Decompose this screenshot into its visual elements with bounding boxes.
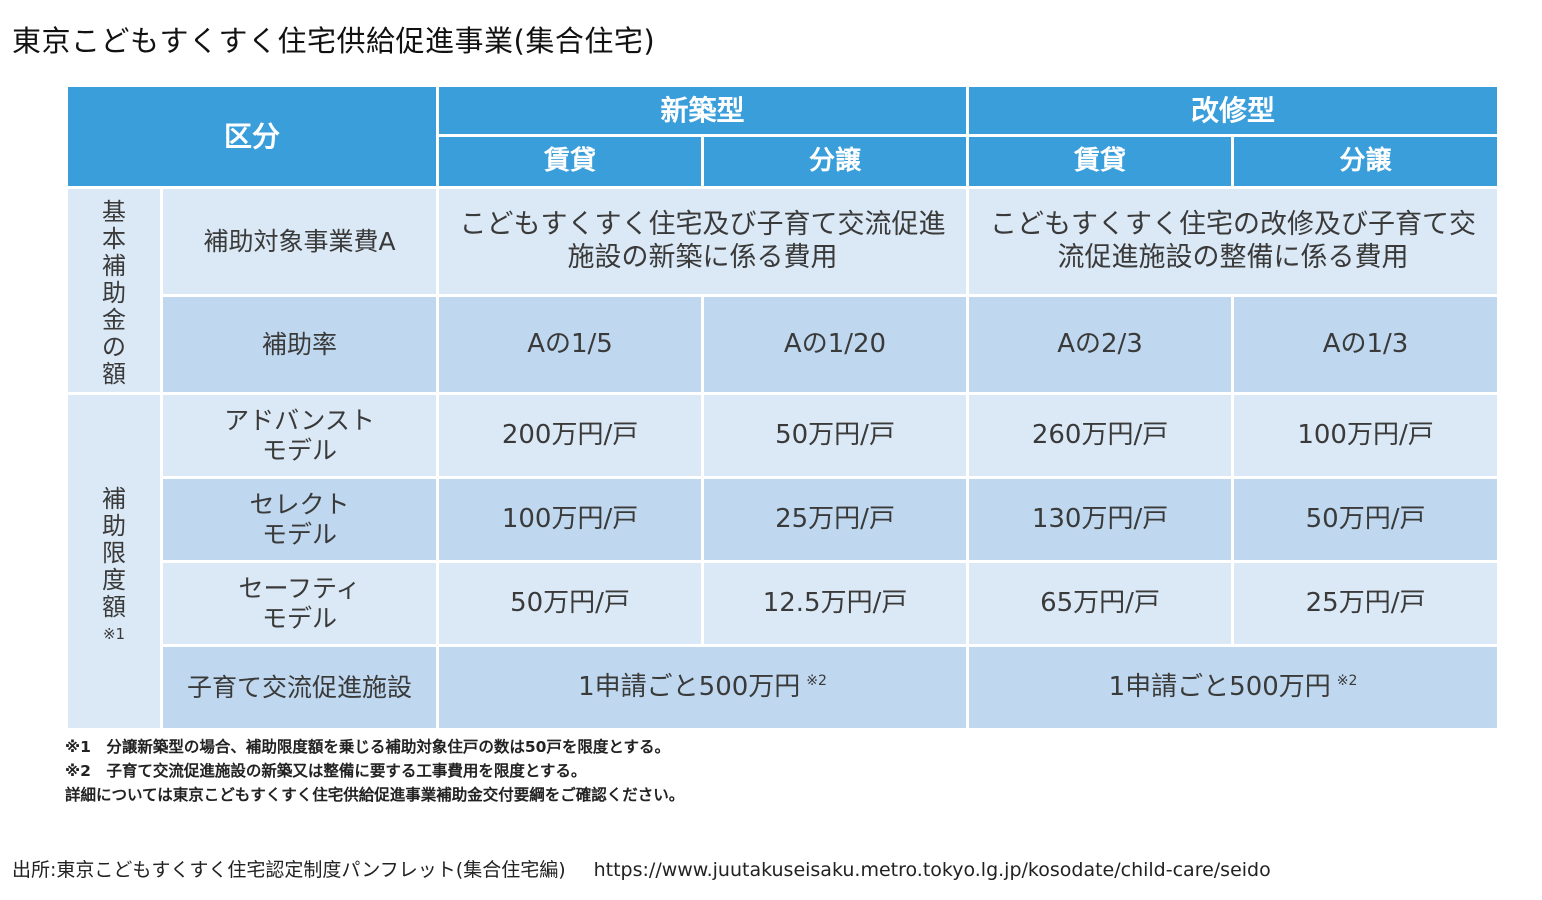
cell-select: 25万円/戸 [701, 476, 970, 563]
footnote-mark: ※2 [1336, 673, 1358, 690]
cell-select: 50万円/戸 [1231, 476, 1501, 563]
cell-advanced: 50万円/戸 [701, 392, 970, 479]
cell-advanced: 260万円/戸 [966, 392, 1235, 479]
cell-select: 100万円/戸 [436, 476, 705, 563]
subsidy-table: 区分 新築型 改修型 賃貸 分譲 賃貸 分譲 基 本 補 助 金 の 額 補助対… [64, 84, 1501, 731]
cell-shisetsu-shinchiku: 1申請ごと500万円 ※2 [436, 644, 970, 731]
group-hojo-gendogaku: 補 助 限 度 額 ※1 [65, 392, 163, 731]
row-label-safety: セーフティ モデル [159, 560, 440, 647]
source-url[interactable]: https://www.juutakuseisaku.metro.tokyo.l… [593, 859, 1271, 881]
footnote: 詳細については東京こどもすくすく住宅供給促進事業補助金交付要綱をご確認ください。 [65, 786, 685, 804]
row-label-jigyohi: 補助対象事業費A [159, 186, 440, 297]
source-line: 出所:東京こどもすくすく住宅認定制度パンフレット(集合住宅編) https://w… [12, 855, 1271, 882]
footnote: ※2 子育て交流促進施設の新築又は整備に要する工事費用を限度とする。 [65, 762, 587, 780]
header-kubun: 区分 [64, 84, 440, 189]
footnotes: ※1 分譲新築型の場合、補助限度額を乗じる補助対象住戸の数は50戸を限度とする。… [65, 735, 684, 807]
header-kaishu-bunjo: 分譲 [1231, 134, 1501, 189]
cell-jigyohi-shinchiku: こどもすくすく住宅及び子育て交流促進施設の新築に係る費用 [436, 186, 970, 297]
cell-shisetsu-kaishu: 1申請ごと500万円 ※2 [966, 644, 1501, 731]
header-kaishu-chintai: 賃貸 [966, 134, 1235, 189]
cell-safety: 65万円/戸 [966, 560, 1235, 647]
cell-safety: 12.5万円/戸 [701, 560, 970, 647]
cell-ritsu: Aの1/20 [701, 294, 970, 395]
row-label-advanced: アドバンスト モデル [159, 392, 440, 479]
header-shinchiku-bunjo: 分譲 [701, 134, 970, 189]
group-kihon-hojokin: 基 本 補 助 金 の 額 [65, 186, 163, 395]
footnote-mark: ※2 [806, 673, 827, 690]
cell-advanced: 200万円/戸 [436, 392, 705, 479]
cell-ritsu: Aの1/3 [1231, 294, 1501, 395]
cell-advanced: 100万円/戸 [1231, 392, 1501, 479]
row-label-shisetsu: 子育て交流促進施設 [159, 644, 440, 731]
cell-jigyohi-kaishu: こどもすくすく住宅の改修及び子育て交流促進施設の整備に係る費用 [966, 186, 1501, 297]
cell-select: 130万円/戸 [966, 476, 1235, 563]
header-shinchiku: 新築型 [436, 84, 970, 137]
page-title: 東京こどもすくすく住宅供給促進事業(集合住宅) [12, 24, 656, 58]
header-shinchiku-chintai: 賃貸 [436, 134, 705, 189]
cell-safety: 50万円/戸 [436, 560, 705, 647]
cell-ritsu: Aの1/5 [436, 294, 705, 395]
cell-safety: 25万円/戸 [1231, 560, 1501, 647]
row-label-select: セレクト モデル [159, 476, 440, 563]
row-label-ritsu: 補助率 [159, 294, 440, 395]
footnote: ※1 分譲新築型の場合、補助限度額を乗じる補助対象住戸の数は50戸を限度とする。 [65, 738, 670, 756]
cell-ritsu: Aの2/3 [966, 294, 1235, 395]
header-kaishu: 改修型 [966, 84, 1501, 137]
source-label: 出所:東京こどもすくすく住宅認定制度パンフレット(集合住宅編) [12, 859, 566, 881]
